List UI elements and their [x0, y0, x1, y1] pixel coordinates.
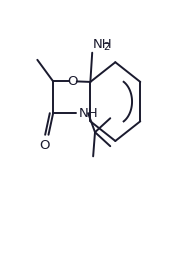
Text: NH: NH [93, 38, 113, 51]
Text: O: O [68, 75, 78, 88]
Text: 2: 2 [103, 42, 110, 52]
Text: O: O [40, 139, 50, 152]
Text: NH: NH [79, 107, 99, 120]
